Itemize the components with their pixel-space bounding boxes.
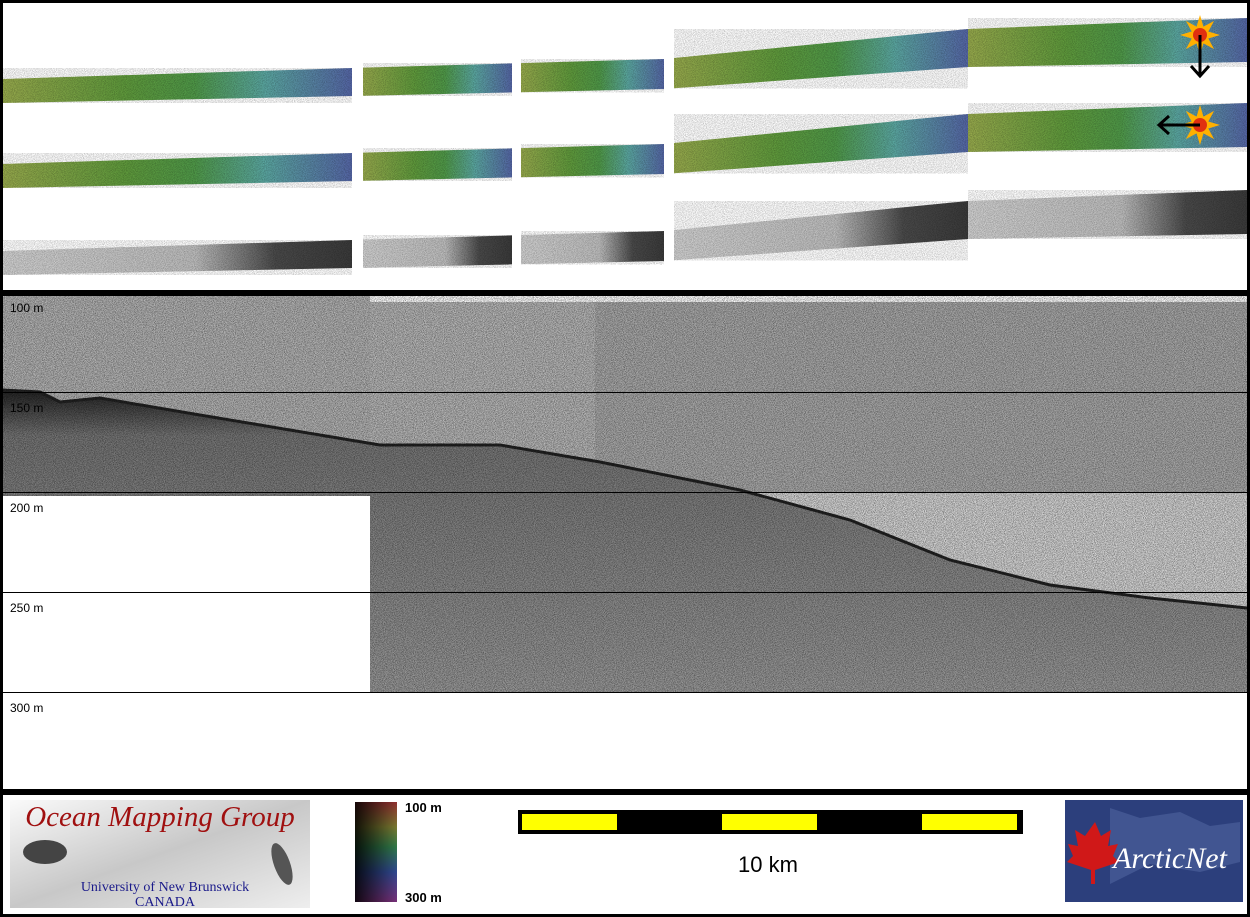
scale-label: 10 km bbox=[738, 852, 798, 877]
colorbar-label: 100 m bbox=[405, 800, 442, 815]
depth-grid bbox=[3, 392, 1247, 693]
depth-label: 300 m bbox=[10, 701, 43, 715]
logo-text: University of New Brunswick bbox=[81, 880, 249, 895]
swath-texture bbox=[674, 114, 968, 174]
swath-texture bbox=[674, 29, 968, 89]
omg-logo: Ocean Mapping Group University of New Br… bbox=[10, 800, 310, 910]
swath-texture bbox=[968, 18, 1247, 67]
logo-title: ArcticNet bbox=[1111, 842, 1228, 875]
swath-texture bbox=[3, 68, 352, 103]
depth-label: 250 m bbox=[10, 601, 43, 615]
depth-label: 100 m bbox=[10, 301, 43, 315]
depth-label: 200 m bbox=[10, 501, 43, 515]
swath-texture bbox=[521, 231, 664, 265]
colorbar-label: 300 m bbox=[405, 890, 442, 905]
vessel-marker bbox=[1180, 15, 1220, 79]
swath-texture bbox=[674, 201, 968, 261]
swath-texture bbox=[968, 190, 1247, 239]
swath-texture bbox=[3, 240, 352, 275]
logo-title: Ocean Mapping Group bbox=[25, 801, 295, 833]
swath-texture bbox=[968, 103, 1247, 152]
profile-panel bbox=[3, 296, 1247, 692]
swath-texture bbox=[521, 59, 664, 93]
swath-texture bbox=[363, 148, 512, 181]
divider bbox=[0, 789, 1250, 795]
vessel-marker bbox=[1156, 105, 1220, 145]
colorbar: 100 m 300 m bbox=[355, 800, 442, 905]
swath-panel bbox=[3, 15, 1247, 275]
scale-bar: 10 km bbox=[518, 810, 1023, 877]
swath-texture bbox=[521, 144, 664, 178]
logo-text: CANADA bbox=[135, 895, 196, 910]
swath-texture bbox=[3, 153, 352, 188]
swath-texture bbox=[363, 63, 512, 96]
depth-label: 150 m bbox=[10, 401, 43, 415]
divider bbox=[0, 290, 1250, 296]
arcticnet-logo: ArcticNet bbox=[1065, 800, 1243, 902]
swath-texture bbox=[363, 235, 512, 268]
